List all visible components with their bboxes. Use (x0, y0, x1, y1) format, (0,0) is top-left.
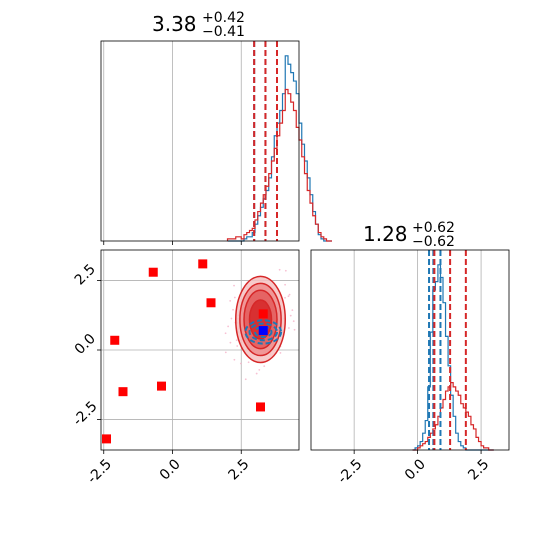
red-square-marker (157, 381, 166, 391)
sample-point (232, 308, 234, 311)
axes-frame (100, 40, 300, 242)
histogram-title-median: 3.38 (152, 12, 197, 36)
histogram-title-lower-error: −0.41 (202, 24, 245, 40)
x-tick-labels: -2.5 0.0 2.5 (84, 456, 252, 487)
sample-point (235, 339, 238, 342)
sample-point (284, 283, 286, 286)
histogram-bars (412, 264, 494, 451)
x-tick-label: 0.0 (157, 456, 184, 483)
sample-point (263, 365, 266, 368)
y-tick-label: -2.5 (70, 398, 101, 429)
histogram-panel-param2: 1.28 +0.62 −0.62 -2.5 0.0 2.5 (310, 220, 510, 487)
histogram-title-upper-error: +0.42 (202, 10, 245, 26)
blue-square-marker (258, 326, 268, 336)
axes-frame (310, 249, 510, 451)
sample-point (239, 362, 242, 365)
sample-point (278, 268, 281, 271)
sample-point (291, 309, 294, 312)
x-tick-label: -2.5 (335, 456, 366, 487)
sample-point (227, 325, 230, 328)
histogram-panel-param1: 3.38 +0.42 −0.41 (100, 10, 332, 245)
histogram-step-series_b (412, 382, 494, 451)
sample-point (287, 295, 290, 298)
sample-point (289, 314, 292, 317)
sample-point (244, 378, 247, 381)
sample-point (229, 341, 232, 344)
x-tick-label: 2.5 (465, 456, 492, 483)
y-tick-labels: -2.5 0.0 2.5 (70, 261, 101, 429)
blue-square-marker (258, 326, 268, 336)
red-square-marker (118, 387, 128, 397)
red-square-marker (258, 309, 268, 319)
sample-point (293, 328, 296, 331)
sample-point (288, 293, 291, 296)
histogram-step-series_b (226, 88, 332, 242)
sample-point (233, 284, 235, 287)
sample-point (233, 358, 236, 361)
x-tick-label: 0.0 (402, 456, 429, 483)
tick-marks (103, 241, 242, 245)
grid (103, 41, 242, 241)
histogram-title-upper-error: +0.62 (412, 220, 455, 236)
contour-level-a (244, 319, 283, 345)
sample-point (236, 345, 239, 347)
quantile-lines (428, 250, 467, 450)
sample-point (288, 327, 290, 329)
sample-point (255, 372, 258, 375)
red-square-marker (110, 335, 120, 345)
sample-point (224, 351, 227, 354)
quantile-lines (253, 41, 278, 241)
sample-point (230, 317, 233, 320)
contour-level-a (248, 322, 278, 342)
tick-marks (353, 450, 482, 454)
y-tick-label: 0.0 (72, 331, 99, 358)
histogram-title-lower-error: −0.62 (412, 234, 455, 250)
y-tick-label: 2.5 (72, 261, 99, 288)
sample-point (279, 352, 282, 354)
histogram-step-series_a (227, 55, 332, 242)
tick-marks (97, 280, 242, 454)
histogram-title-median: 1.28 (363, 222, 408, 246)
red-square-markers (102, 259, 268, 444)
sample-point (292, 320, 295, 323)
histogram-step-series_a (412, 264, 494, 451)
sample-point (229, 299, 232, 302)
red-square-marker (198, 259, 208, 269)
grid (353, 250, 482, 450)
sample-point (258, 368, 261, 371)
x-tick-labels: -2.5 0.0 2.5 (335, 456, 493, 487)
contours-series-a (244, 319, 283, 345)
sample-point (284, 269, 287, 272)
x-tick-label: -2.5 (84, 456, 115, 487)
red-square-marker (102, 434, 111, 444)
red-square-marker (256, 402, 265, 412)
histogram-bars (226, 55, 332, 242)
red-square-marker (206, 298, 216, 308)
scatter-panel-2d: -2.5 0.0 2.5 -2.5 0.0 2.5 (70, 249, 300, 487)
red-square-marker (148, 267, 158, 277)
x-tick-label: 2.5 (226, 456, 253, 483)
sample-point (224, 332, 227, 335)
sample-point (284, 296, 286, 299)
contour-level-a (254, 325, 273, 338)
sample-point (247, 361, 250, 364)
sample-point (233, 296, 236, 299)
